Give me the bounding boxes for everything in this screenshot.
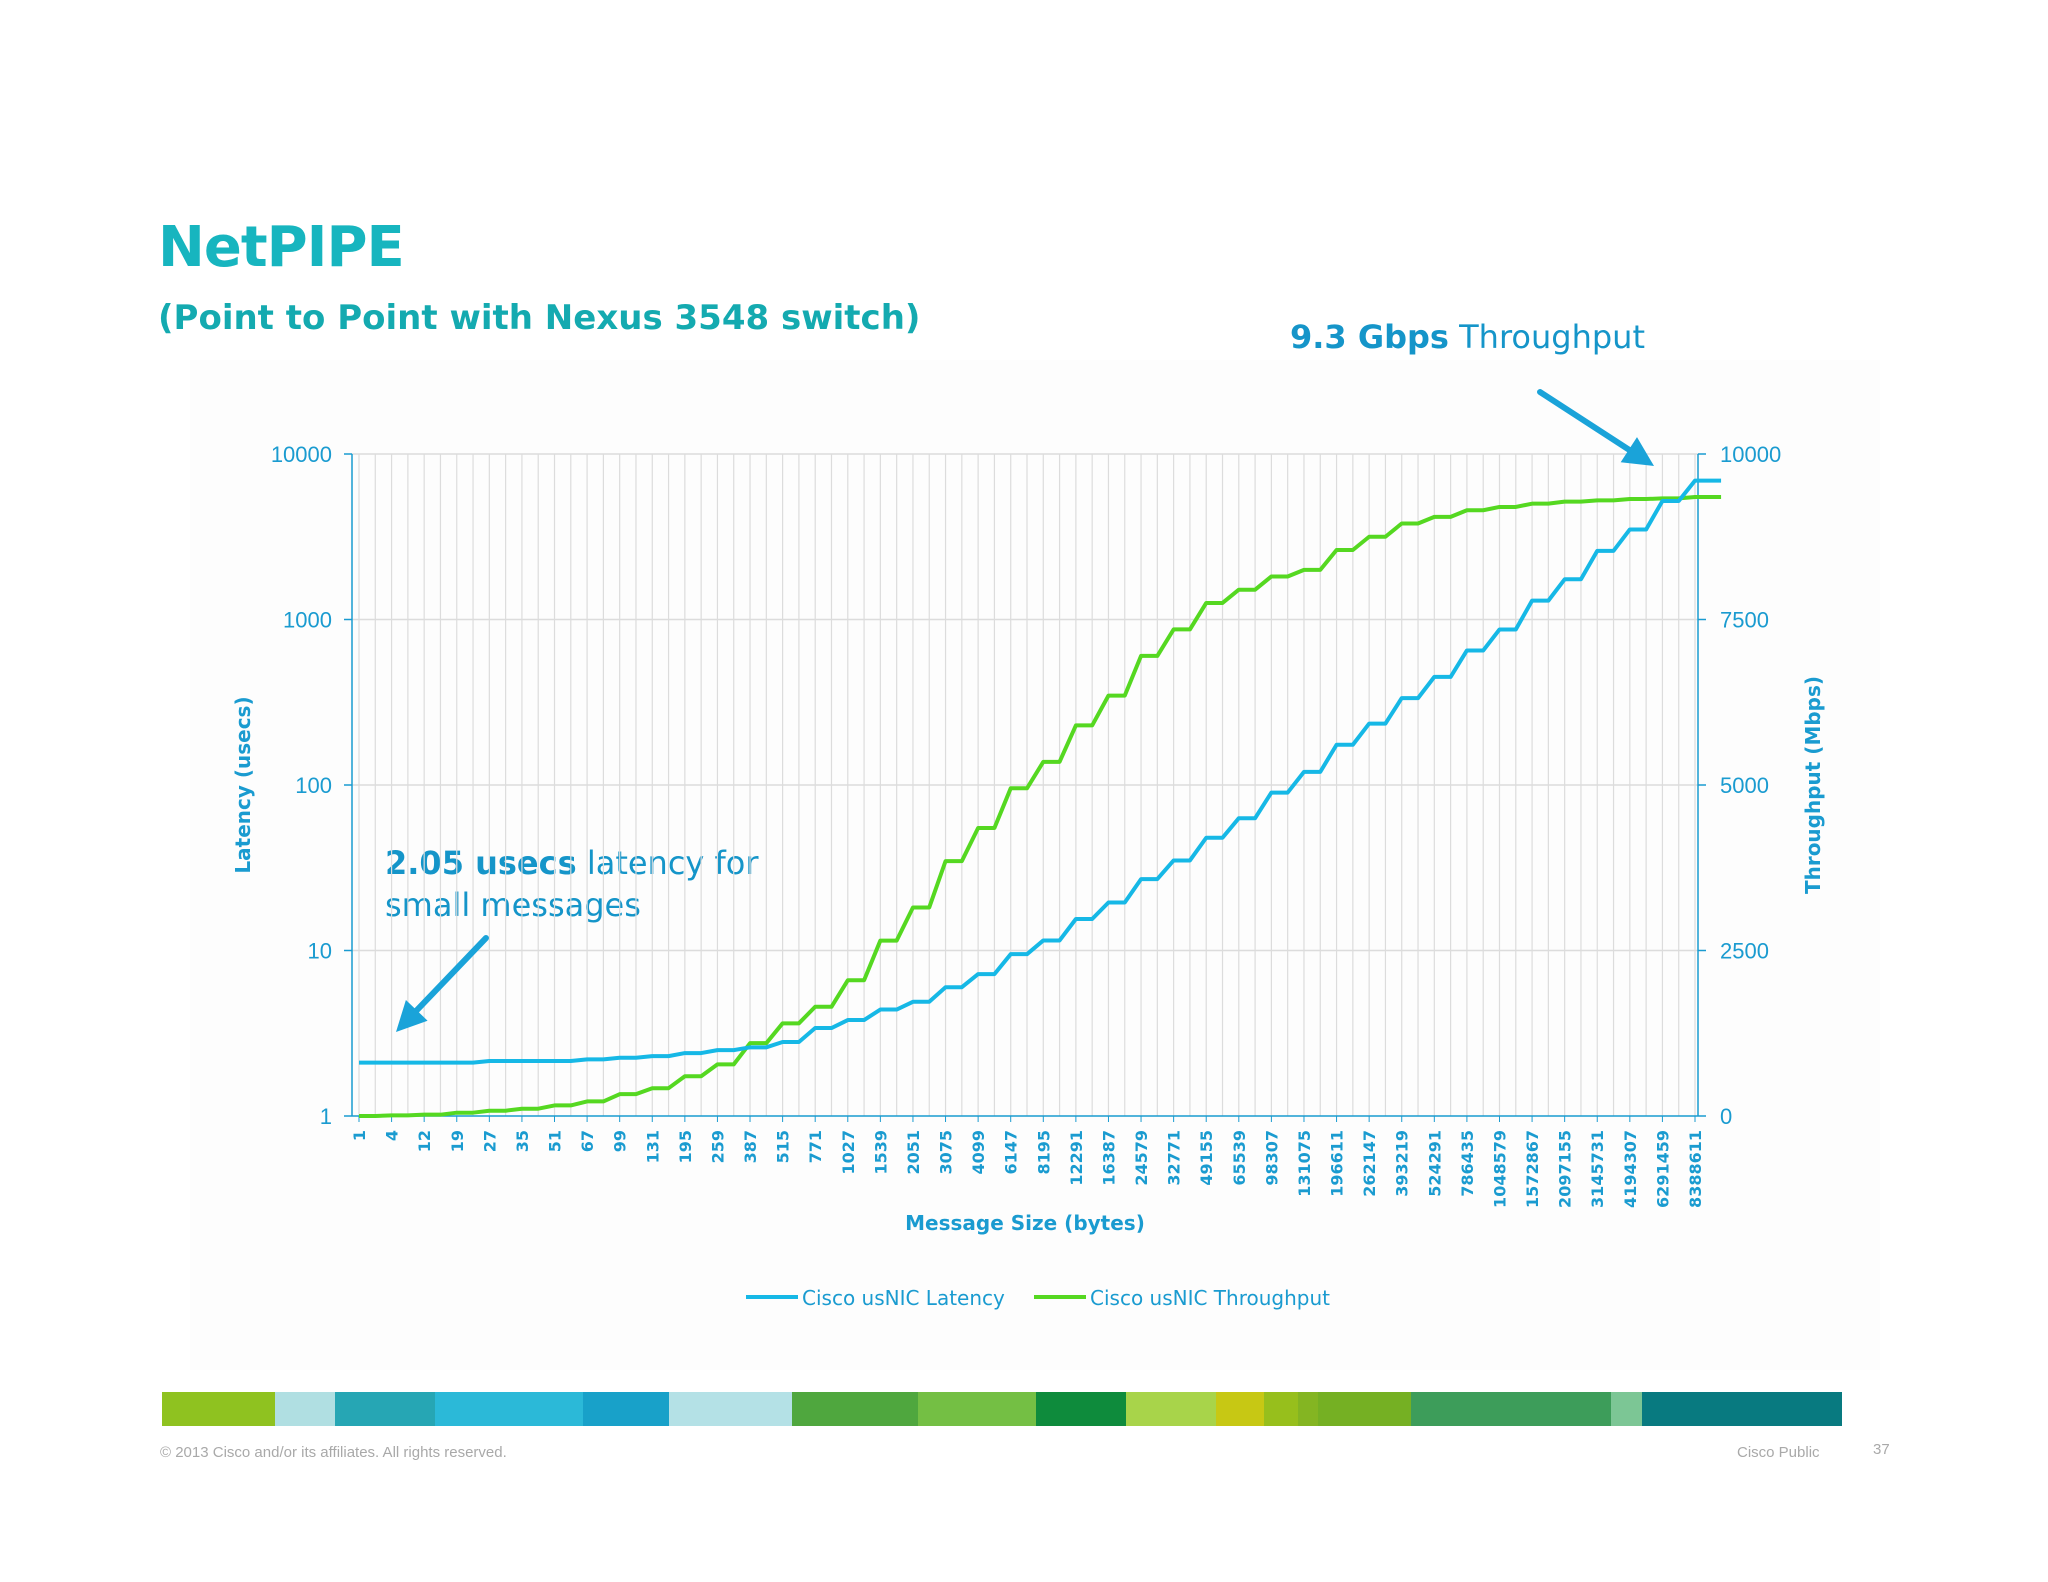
- right-axis-title: Throughput (Mbps): [1801, 676, 1825, 894]
- throughput-annotation: 9.3 Gbps Throughput: [1290, 318, 1645, 356]
- latency-annotation-value: 2.05 usecs: [385, 844, 577, 882]
- x-axis-tick-label: 786435: [1458, 1130, 1477, 1197]
- color-strip-segment: [1036, 1392, 1126, 1426]
- right-axis-tick-label: 0: [1720, 1104, 1732, 1129]
- slide-title: NetPIPE: [158, 215, 405, 280]
- color-strip-segment: [275, 1392, 335, 1426]
- x-axis-tick-label: 32771: [1165, 1130, 1184, 1186]
- x-axis-tick-label: 1048579: [1490, 1130, 1509, 1208]
- legend-latency-label: Cisco usNIC Latency: [802, 1286, 1005, 1310]
- latency-series-line: [359, 478, 1722, 1065]
- x-axis-tick-label: 195: [676, 1130, 695, 1163]
- decorative-color-strip: [162, 1392, 1889, 1426]
- left-axis-tick-label: 1: [320, 1104, 332, 1129]
- throughput-arrow-shaft: [1537, 389, 1632, 453]
- x-axis-tick-label: 12291: [1067, 1130, 1086, 1186]
- right-axis-tick-label: 7500: [1720, 608, 1769, 633]
- legend-throughput-label: Cisco usNIC Throughput: [1090, 1286, 1330, 1310]
- x-axis-tick-label: 2051: [904, 1130, 923, 1175]
- x-axis-tick-label: 65539: [1230, 1130, 1249, 1186]
- x-axis-tick-label: 387: [741, 1130, 760, 1163]
- x-axis-tick-label: 393219: [1393, 1130, 1412, 1197]
- x-axis-tick-label: 3075: [937, 1130, 956, 1175]
- color-strip-segment: [1411, 1392, 1611, 1426]
- x-axis-tick-label: 98307: [1262, 1130, 1281, 1186]
- color-strip-segment: [792, 1392, 918, 1426]
- x-axis-tick-label: 1572867: [1523, 1130, 1542, 1208]
- x-axis-tick-label: 8195: [1034, 1130, 1053, 1175]
- x-axis-tick-label: 1027: [839, 1130, 858, 1175]
- right-axis-tick-label: 10000: [1720, 442, 1781, 467]
- color-strip-segment: [1611, 1392, 1642, 1426]
- color-strip-segment: [1216, 1392, 1264, 1426]
- x-axis-tick-label: 2097155: [1556, 1130, 1575, 1208]
- x-axis-tick-label: 4099: [969, 1130, 988, 1175]
- x-axis-tick-label: 16387: [1099, 1130, 1118, 1186]
- footer-classification: Cisco Public: [1737, 1444, 1820, 1461]
- x-axis-tick-label: 4: [383, 1130, 402, 1141]
- color-strip-segment: [1298, 1392, 1318, 1426]
- x-axis-tick-label: 6147: [1002, 1130, 1021, 1175]
- x-axis-tick-label: 524291: [1425, 1130, 1444, 1197]
- x-axis-tick-label: 67: [578, 1130, 597, 1152]
- x-axis-tick-label: 51: [546, 1130, 565, 1152]
- right-axis-tick-label: 5000: [1720, 773, 1769, 798]
- color-strip-segment: [162, 1392, 275, 1426]
- color-strip-segment: [669, 1392, 792, 1426]
- latency-annotation-text: latency for small messages: [385, 844, 759, 924]
- left-axis-tick-label: 100: [295, 773, 332, 798]
- x-axis-tick-label: 131075: [1295, 1130, 1314, 1197]
- slide-subtitle: (Point to Point with Nexus 3548 switch): [158, 298, 921, 338]
- color-strip-segment: [918, 1392, 1036, 1426]
- x-axis-tick-label: 1: [350, 1130, 369, 1141]
- throughput-arrow-head: [1620, 437, 1654, 466]
- x-axis-tick-label: 8388611: [1686, 1130, 1705, 1208]
- page-number: 37: [1873, 1441, 1890, 1458]
- latency-annotation: 2.05 usecs latency for small messages: [385, 842, 845, 926]
- latency-arrow-head: [396, 999, 428, 1032]
- x-axis-tick-label: 99: [611, 1130, 630, 1152]
- x-axis-tick-label: 771: [806, 1130, 825, 1163]
- color-strip-segment: [1642, 1392, 1842, 1426]
- color-strip-segment: [1126, 1392, 1216, 1426]
- throughput-annotation-text: Throughput: [1459, 318, 1645, 356]
- x-axis-tick-label: 6291459: [1653, 1130, 1672, 1208]
- x-axis-tick-label: 515: [774, 1130, 793, 1163]
- x-axis-tick-label: 3145731: [1588, 1130, 1607, 1208]
- x-axis-tick-label: 27: [480, 1130, 499, 1152]
- x-axis-tick-label: 262147: [1360, 1130, 1379, 1197]
- color-strip-segment: [335, 1392, 435, 1426]
- x-axis-tick-label: 24579: [1132, 1130, 1151, 1186]
- x-axis-tick-label: 131: [643, 1130, 662, 1163]
- latency-arrow-shaft: [413, 935, 489, 1014]
- color-strip-segment: [435, 1392, 583, 1426]
- throughput-series-line: [359, 495, 1722, 1118]
- chart-panel: [190, 360, 1880, 1370]
- x-axis-tick-label: 12: [415, 1130, 434, 1152]
- left-axis-tick-label: 1000: [283, 608, 332, 633]
- left-axis-title: Latency (usecs): [231, 696, 255, 873]
- x-axis-tick-label: 259: [708, 1130, 727, 1163]
- right-axis-tick-label: 2500: [1720, 939, 1769, 964]
- throughput-annotation-value: 9.3 Gbps: [1290, 318, 1449, 356]
- color-strip-segment: [1264, 1392, 1298, 1426]
- color-strip-segment: [1318, 1392, 1411, 1426]
- x-axis-tick-label: 4194307: [1621, 1130, 1640, 1208]
- x-axis-tick-label: 49155: [1197, 1130, 1216, 1186]
- x-axis-tick-label: 35: [513, 1130, 532, 1152]
- left-axis-tick-label: 10: [308, 939, 332, 964]
- x-axis-tick-label: 1539: [871, 1130, 890, 1175]
- x-axis-title: Message Size (bytes): [905, 1211, 1145, 1235]
- footer-copyright: © 2013 Cisco and/or its affiliates. All …: [160, 1444, 507, 1461]
- x-axis-tick-label: 196611: [1328, 1130, 1347, 1197]
- left-axis-tick-label: 10000: [271, 442, 332, 467]
- color-strip-segment: [583, 1392, 669, 1426]
- x-axis-tick-label: 19: [448, 1130, 467, 1152]
